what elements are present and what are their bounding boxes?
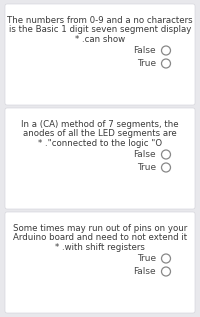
Text: False: False [133,46,156,55]
Text: * ."connected to the logic "O: * ."connected to the logic "O [38,139,162,148]
Text: True: True [137,254,156,263]
FancyBboxPatch shape [5,108,195,209]
Text: Some times may run out of pins on your: Some times may run out of pins on your [13,224,187,233]
Text: True: True [137,59,156,68]
Text: In a (CA) method of 7 segments, the: In a (CA) method of 7 segments, the [21,120,179,129]
FancyBboxPatch shape [5,4,195,105]
FancyBboxPatch shape [5,212,195,313]
Text: False: False [133,267,156,276]
Text: True: True [137,163,156,172]
Text: is the Basic 1 digit seven segment display: is the Basic 1 digit seven segment displ… [9,25,191,35]
Text: anodes of all the LED segments are: anodes of all the LED segments are [23,130,177,139]
Text: Arduino board and need to not extend it: Arduino board and need to not extend it [13,234,187,243]
Text: * .can show: * .can show [75,35,125,44]
Text: The numbers from 0-9 and a no characters: The numbers from 0-9 and a no characters [7,16,193,25]
Text: * .with shift registers: * .with shift registers [55,243,145,252]
Text: False: False [133,150,156,159]
